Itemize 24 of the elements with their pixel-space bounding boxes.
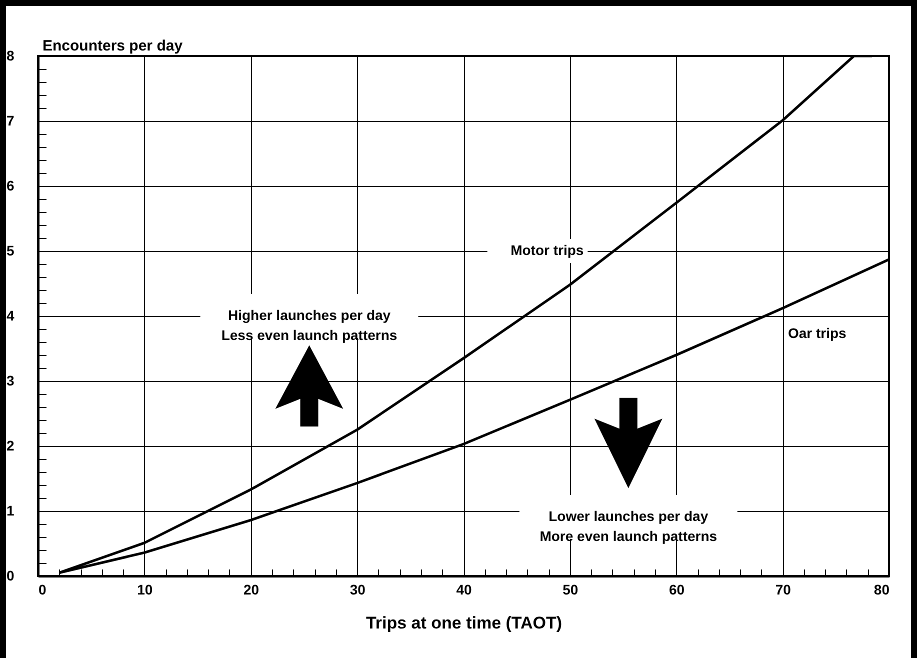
y-axis-title: Encounters per day — [42, 38, 184, 54]
x-tick-label: 70 — [775, 582, 792, 598]
annotation: Higher launches per day Less even launch patterns — [221, 307, 398, 343]
y-tick-label: 5 — [6, 242, 14, 258]
x-tick-label: 0 — [38, 582, 46, 598]
series-label: Motor trips — [510, 242, 584, 258]
series-label: Oar trips — [788, 325, 847, 342]
x-tick-label: 10 — [137, 582, 153, 598]
annotation: Lower launches per day More even launch patterns — [540, 508, 718, 544]
x-axis-title: Trips at one time (TAOT) — [366, 614, 562, 632]
y-tick-label: 7 — [6, 112, 14, 128]
y-tick-label: 1 — [6, 502, 14, 518]
y-tick-label: 2 — [6, 438, 14, 454]
x-tick-label: 20 — [243, 582, 260, 598]
y-tick-label: 6 — [6, 178, 14, 194]
x-tick-label: 30 — [350, 582, 366, 598]
y-tick-label: 8 — [6, 48, 14, 64]
y-tick-label: 3 — [6, 372, 14, 388]
x-tick-label: 80 — [874, 582, 890, 598]
y-tick-label: 4 — [6, 308, 14, 324]
x-tick-label: 40 — [456, 582, 472, 598]
y-tick-label: 0 — [6, 568, 14, 584]
x-tick-label: 50 — [562, 582, 578, 598]
x-tick-label: 60 — [668, 582, 685, 598]
